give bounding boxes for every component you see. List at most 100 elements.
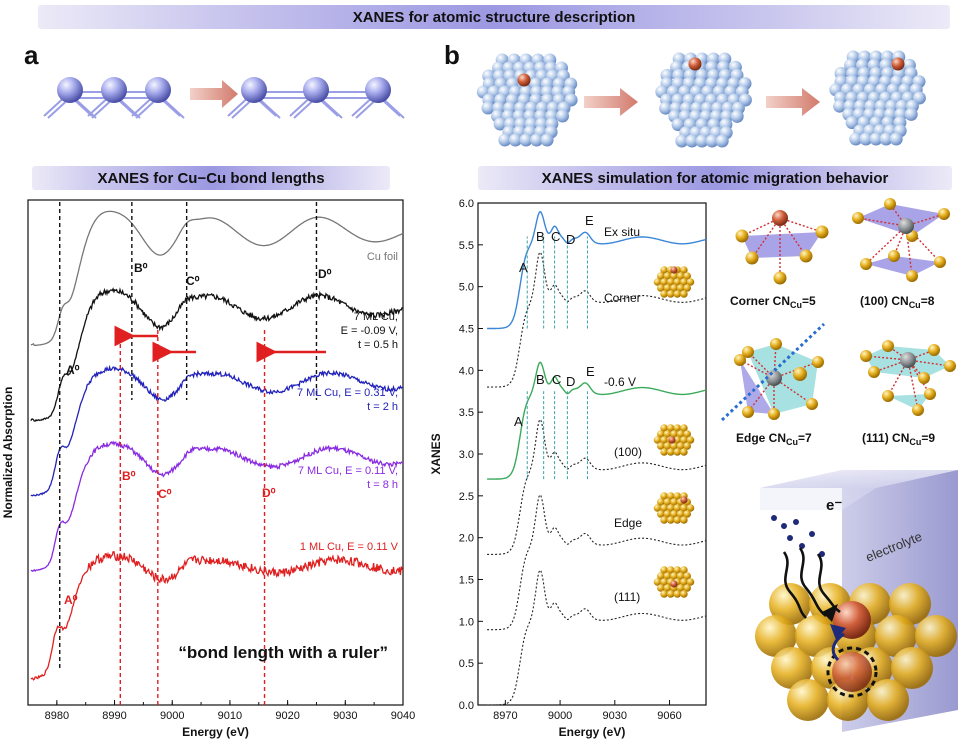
gold-atom [660,492,668,500]
cluster-atom [671,118,685,132]
series-100 [487,418,707,555]
y-axis-label: XANES [429,433,443,474]
gold-atom [660,448,668,456]
gold-neighbor [918,372,930,384]
gold-atom [673,516,682,524]
gold-atom [653,436,662,444]
cluster-atom [498,133,512,147]
legend-100: (100) [614,445,642,459]
gold-atom [676,510,685,518]
series-corner [487,251,707,388]
bond-line [747,377,775,413]
gold-atom [683,284,691,292]
migration-arrow-1 [584,88,638,116]
atom [57,77,83,103]
x-tick-label: 8980 [45,710,69,722]
gold-atom [676,430,685,438]
gold-atom [676,584,685,592]
copper-atom [668,436,676,444]
gold-atom [889,583,931,625]
series-7ml-t8 [30,440,403,572]
atom [241,77,267,103]
bond-line [739,359,775,379]
gold-atom [663,442,672,450]
series-label: Cu foil [367,251,398,263]
series-label: E = -0.09 V, [341,325,398,337]
gold-atom [660,436,668,444]
cluster-atom [730,109,744,123]
center-atom [898,218,914,234]
peak-label: A [514,414,523,429]
gold-atom [660,566,668,574]
x-axis-label: Energy (eV) [182,725,249,739]
caption-sub: Cu [790,300,802,310]
edge-line [720,322,826,422]
series-7ml-t2 [30,364,404,497]
gold-mini-cluster [653,566,695,598]
gold-atom [670,572,678,580]
gold-neighbor [815,225,829,239]
gold-atom [666,448,675,456]
gold-atom [653,578,662,586]
x-tick-label: 9060 [657,710,681,722]
series-7ml-t05 [30,287,404,422]
gold-atom [660,266,668,274]
gold-atom [657,442,665,450]
migration-arrowhead [830,624,846,640]
y-tick-label: 0.5 [459,658,474,670]
series-label: 1 ML Cu, E = 0.11 V [300,541,399,553]
caption-main: Corner CN [730,294,790,308]
caption-main: (111) CN [862,431,909,445]
series-minus06 [487,361,707,480]
copper-atom [517,73,531,87]
cluster-atom [685,134,699,148]
gold-atom [673,504,682,512]
series-111 [487,569,707,706]
gold-atom [683,430,691,438]
gold-atom [660,290,668,298]
gold-atom [673,448,682,456]
y-tick-label: 0.0 [459,700,474,712]
caption-sub: Cu [909,300,921,310]
gold-neighbor [860,258,872,270]
x-tick-label: 9020 [275,710,299,722]
electron-dot [793,519,799,525]
structure-caption: Edge CNCu=7 [736,431,812,447]
series-label: t = 2 h [367,401,398,413]
gold-atom [673,424,682,432]
center-atom [900,352,916,368]
legend-corner: Corner [604,291,641,305]
gold-mini-cluster [653,492,695,524]
gold-atom [657,572,665,580]
gold-atom [683,442,691,450]
gold-atom [683,572,691,580]
gold-atom [663,430,672,438]
gold-atom [673,290,682,298]
copper-atom [891,57,905,71]
y-tick-label: 5.5 [459,240,474,252]
cluster-atom [556,109,569,123]
gold-atom [653,278,662,286]
gold-atom [660,578,668,586]
gold-neighbor [882,340,894,352]
gold-neighbor [806,398,818,410]
panel-a-letter: a [24,40,39,70]
gold-neighbor [735,229,749,243]
gold-atom [660,590,668,598]
series-label: 7 ML Cu, [354,311,398,323]
electrolyte-cube: e⁻electrolyte [755,470,958,732]
gold-neighbor [868,366,880,378]
y-tick-label: 2.0 [459,533,474,545]
peak-label-a0-bottom: A⁰ [64,593,78,607]
y-tick-label: 3.0 [459,449,474,461]
cluster-atom [869,132,883,146]
x-tick-label: 9030 [603,710,627,722]
gold-neighbor [734,354,746,366]
cluster-atom [889,132,903,146]
cluster-atom [540,133,554,147]
gold-neighbor [912,404,924,416]
migration-site [826,646,878,698]
short-bond-chain [43,77,185,119]
electron-dot [799,543,805,549]
